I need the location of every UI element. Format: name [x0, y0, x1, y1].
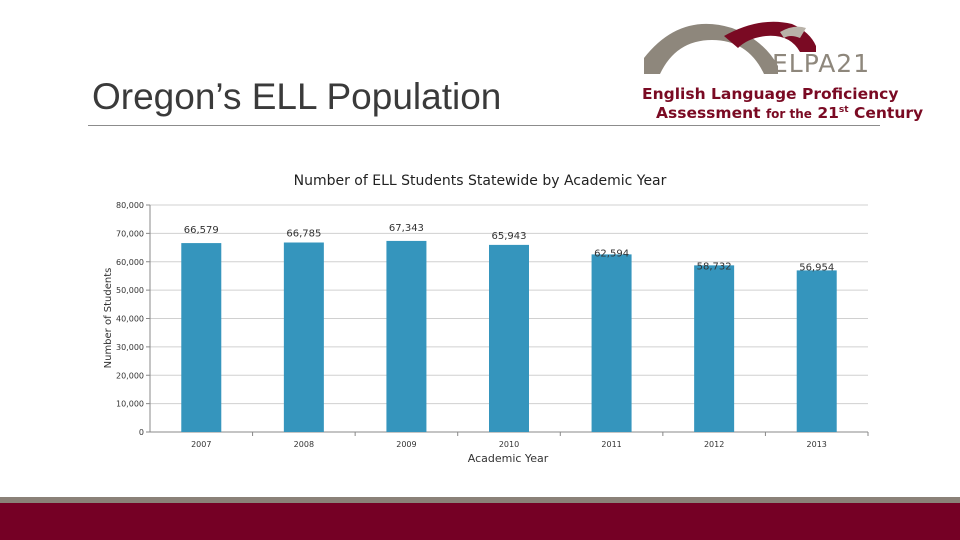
y-tick-label: 20,000: [116, 371, 144, 380]
bar-2008: [283, 242, 324, 432]
bar-2011: [591, 254, 632, 432]
logo-line2-sup: st: [838, 104, 849, 115]
data-label-2010: 65,943: [492, 231, 527, 242]
bar-2012: [694, 265, 735, 432]
chart-title: Number of ELL Students Statewide by Acad…: [293, 173, 667, 189]
x-tick-label-2011: 2011: [601, 440, 621, 449]
y-tick-label: 40,000: [116, 315, 144, 324]
bar-2009: [386, 240, 427, 432]
logo-arches-icon: [644, 21, 816, 74]
footer-bar: [0, 503, 960, 540]
x-tick-label-2009: 2009: [396, 440, 416, 449]
bar-2010: [489, 244, 529, 432]
logo-brand: ELPA21: [772, 49, 871, 78]
logo-tagline-line1: English Language Proficiency: [642, 85, 899, 103]
x-tick-label-2010: 2010: [499, 440, 519, 449]
data-label-2008: 66,785: [286, 228, 321, 239]
data-label-2009: 67,343: [389, 223, 424, 234]
data-label-2013: 56,954: [799, 262, 834, 273]
y-tick-label: 60,000: [116, 258, 144, 267]
elpa21-logo: ELPA21 English Language Proficiency Asse…: [640, 18, 923, 128]
logo-line2-d: Century: [853, 104, 924, 122]
bar-2007: [181, 243, 222, 432]
logo-line2-c: 21: [817, 104, 839, 122]
y-axis-label: Number of Students: [103, 268, 114, 369]
logo-line2-b: for the: [765, 107, 812, 121]
y-tick-label: 50,000: [116, 286, 144, 295]
x-tick-label-2008: 2008: [294, 440, 314, 449]
y-tick-label: 80,000: [116, 201, 144, 210]
title-divider: [88, 125, 880, 126]
data-label-2007: 66,579: [184, 225, 219, 236]
y-tick-label: 70,000: [116, 229, 144, 238]
x-tick-label-2007: 2007: [191, 440, 211, 449]
x-tick-label-2012: 2012: [704, 440, 724, 449]
footer-accent-bar: [0, 497, 960, 503]
bar-2013: [796, 270, 837, 432]
x-axis-label: Academic Year: [468, 452, 549, 465]
y-tick-label: 10,000: [116, 400, 144, 409]
y-tick-label: 0: [139, 428, 144, 437]
data-label-2012: 58,732: [697, 261, 732, 272]
logo-tagline-line2: Assessment for the 21st Century: [656, 104, 923, 122]
slide-title: Oregon’s ELL Population: [92, 76, 502, 117]
y-tick-label: 30,000: [116, 343, 144, 352]
x-tick-label-2013: 2013: [807, 440, 827, 449]
data-label-2011: 62,594: [594, 248, 629, 259]
logo-line2-a: Assessment: [656, 104, 761, 122]
